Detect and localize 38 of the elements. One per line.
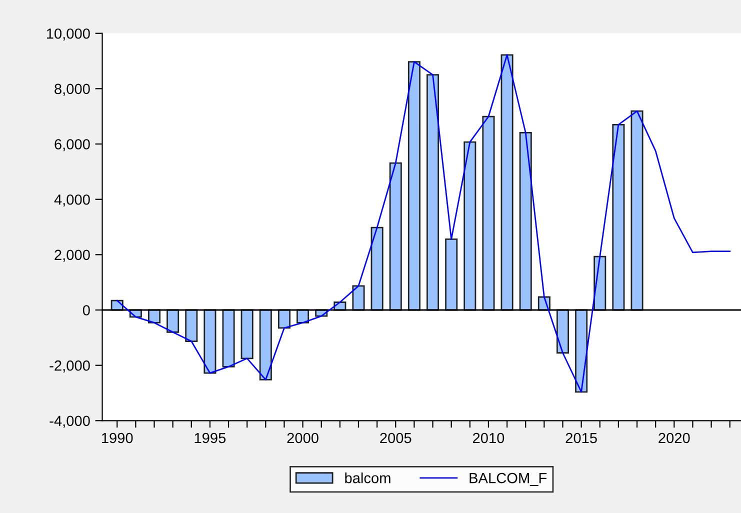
bar [408,61,420,311]
y-tick-label: 2,000 [54,250,90,262]
x-tick-label: 2010 [472,432,504,444]
bar [259,309,272,380]
y-tick-label: 8,000 [54,84,90,96]
bar [630,110,644,311]
y-tick-label: -4,000 [50,416,90,428]
bar [612,124,625,311]
x-tick-label: 1995 [194,432,226,444]
x-tick-label: 2005 [380,432,412,444]
x-tick-label: 2000 [287,432,318,444]
x-tick-label: 2020 [658,432,690,444]
bar [166,309,180,333]
y-tick-label: 0 [82,305,90,316]
bar [240,309,254,360]
bar [445,238,458,311]
y-tick-label: 4,000 [54,194,90,206]
bar [204,309,216,374]
bar [464,141,476,311]
bar [556,309,570,354]
line-series [116,54,731,393]
bar [575,309,588,393]
y-tick-label: 10,000 [46,28,90,40]
x-tick-label: 1990 [102,432,133,444]
bar [352,285,365,311]
bar [185,309,198,342]
bar [370,226,384,311]
y-tick-label: 6,000 [54,139,90,152]
legend-label: BALCOM_F [470,472,547,486]
bar [519,132,532,311]
bar [389,162,402,311]
x-tick-label: 2015 [566,432,597,444]
bar [482,116,495,311]
y-tick-label: -2,000 [50,360,90,372]
bar [222,309,235,368]
legend-label: balcom [345,472,390,484]
bar [500,54,514,311]
bar [426,74,440,311]
